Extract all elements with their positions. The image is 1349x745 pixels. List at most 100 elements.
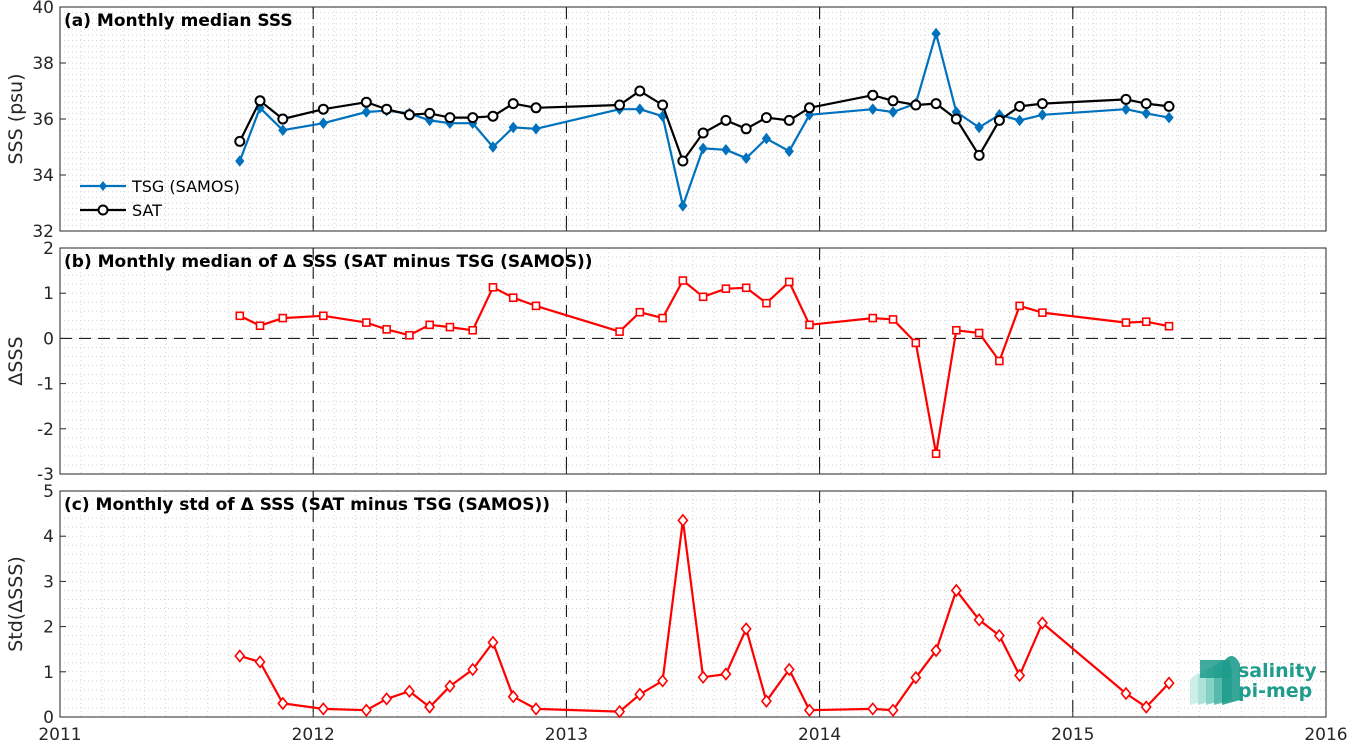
data-point [1164, 321, 1174, 331]
data-point [993, 628, 1005, 643]
data-point [677, 513, 689, 528]
data-point [1120, 93, 1132, 105]
data-point [319, 311, 328, 321]
y-tick-label: 36 [32, 110, 54, 130]
legend-marker [99, 181, 107, 191]
x-tick-label: 2013 [545, 725, 588, 745]
data-point [1121, 103, 1131, 116]
data-point [887, 703, 899, 717]
data-point [1015, 301, 1024, 311]
data-point [887, 95, 899, 107]
y-tick-label: 2 [43, 618, 54, 638]
chart-title: (b) Monthly median of Δ SSS (SAT minus T… [64, 252, 593, 272]
data-point [973, 149, 985, 161]
y-tick-label: 0 [43, 329, 54, 349]
data-point [1140, 98, 1152, 110]
data-point [868, 103, 878, 116]
logo-wave-icon [1190, 656, 1240, 705]
data-point [888, 315, 898, 324]
data-point [360, 96, 372, 108]
data-point [1014, 668, 1026, 683]
data-point [698, 292, 708, 302]
logo-text-line1: salinity [1238, 660, 1317, 682]
data-point [530, 102, 542, 114]
data-point [803, 102, 815, 114]
data-point [234, 135, 246, 147]
data-point [362, 318, 371, 327]
data-point [1164, 111, 1174, 124]
data-point [634, 85, 646, 97]
legend: TSG (SAMOS) SAT [80, 177, 240, 220]
data-point [740, 123, 752, 135]
data-point [235, 311, 245, 321]
data-point [721, 284, 731, 293]
data-point [487, 110, 499, 122]
data-point [721, 143, 731, 156]
data-point [784, 145, 794, 158]
y-tick-label: 1 [43, 663, 54, 683]
data-point [910, 670, 922, 685]
y-axis-label: ΔSSS [5, 336, 27, 385]
data-point [1163, 676, 1175, 690]
data-point [405, 330, 414, 340]
data-point [1141, 317, 1151, 326]
data-point [381, 103, 393, 115]
data-point [1141, 107, 1151, 120]
minor-grid [59, 247, 1327, 475]
y-tick-label: 2 [43, 239, 54, 259]
data-point [783, 662, 795, 677]
data-point [255, 321, 265, 331]
data-point [317, 702, 329, 716]
data-point [278, 124, 288, 137]
data-point [805, 320, 814, 330]
data-point [697, 127, 709, 139]
data-point [254, 95, 266, 107]
data-point [697, 670, 709, 684]
data-point [1163, 100, 1175, 112]
data-point [531, 301, 541, 311]
y-tick-label: 3 [43, 572, 54, 592]
data-point [467, 112, 479, 124]
data-point [634, 687, 646, 702]
y-tick-label: 0 [43, 708, 54, 728]
chart-panel-a: 32 34 36 38 40 SSS (psu) (a) Monthly median SS… [5, 0, 1327, 242]
data-point [1037, 108, 1048, 121]
data-point [487, 635, 499, 650]
data-point [760, 112, 772, 124]
data-point [762, 298, 771, 308]
data-point [1121, 318, 1131, 327]
x-tick-label: 2011 [38, 725, 81, 745]
minor-grid [59, 6, 1327, 232]
data-point [424, 107, 436, 119]
data-point [867, 702, 879, 716]
chart-panel-c: 0 1 2 3 4 5 2011 2012 2013 2014 2015 2016 Std(ΔSSS) (… [5, 482, 1348, 745]
data-point [444, 112, 456, 124]
data-point [254, 655, 266, 669]
data-point [508, 293, 518, 303]
data-point [234, 649, 246, 663]
series-2 [234, 85, 1175, 167]
data-point [468, 325, 478, 335]
chart-title: (c) Monthly std of Δ SSS (SAT minus TSG … [64, 495, 550, 515]
y-tick-label: 32 [32, 222, 54, 242]
axes-box [59, 247, 1327, 475]
y-tick-label: 38 [32, 54, 54, 74]
y-tick-label: -1 [37, 375, 54, 395]
chart-panel-b: -3 -2 -1 0 1 2 ΔSSS (b) Monthly median of Δ SSS… [5, 239, 1327, 485]
x-tick-label: 2012 [292, 725, 335, 745]
y-tick-label: -3 [37, 465, 54, 485]
data-point [444, 679, 456, 694]
data-point [803, 703, 816, 717]
data-point [974, 121, 984, 134]
data-point [445, 322, 455, 332]
data-point [467, 662, 479, 677]
series-1 [234, 513, 1175, 719]
data-point [1120, 686, 1132, 701]
data-point [952, 325, 961, 335]
data-point [720, 667, 732, 681]
data-point [635, 103, 645, 116]
data-point [235, 155, 245, 167]
data-point [931, 449, 941, 458]
